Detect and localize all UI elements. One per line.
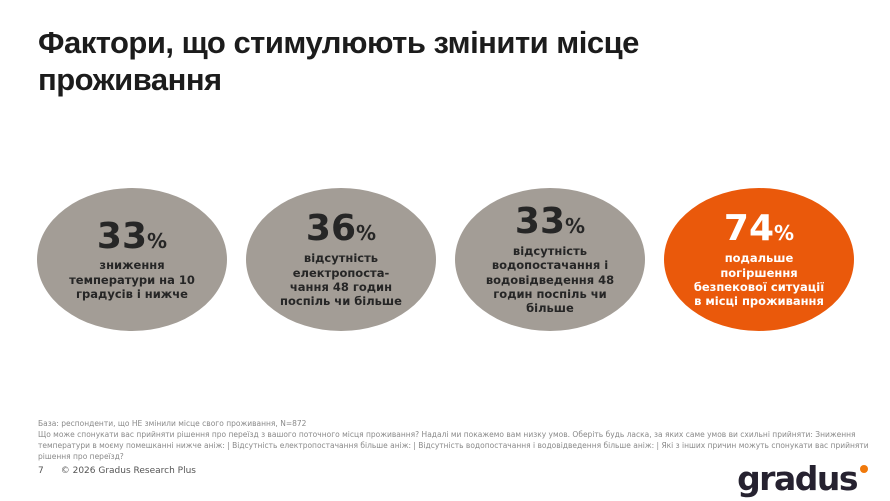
percent-sign: % [774,221,795,246]
bubble-value: 36 [305,208,357,250]
copyright-text: © 2026 Gradus Research Plus [60,466,196,476]
page-title: Фактори, що стимулюють змінити місце про… [38,25,639,98]
bubble-percentage: 33% [515,203,585,241]
bubble-value: 74 [723,208,775,250]
bubble-power-outage: 36% відсутність електропоста- чання 48 г… [246,188,436,331]
logo-wordmark: gradus [737,459,858,498]
page-number: 7 [38,466,44,476]
bubble-security-situation: 74% подальше погіршення безпекової ситуа… [664,188,854,331]
bubble-label: відсутність електропоста- чання 48 годин… [280,251,402,309]
bubble-value: 33 [514,201,566,243]
bubble-percentage: 36% [306,210,376,248]
bubble-water-outage: 33% відсутність водопостачання і водовід… [455,188,645,331]
bubble-value: 33 [96,215,148,257]
footnote-base-line: База: респонденти, що НЕ змінили місце с… [38,419,307,428]
factor-bubbles: 33% зниження температури на 10 градусів … [37,188,857,331]
percent-sign: % [565,214,586,239]
bubble-label: зниження температури на 10 градусів і ни… [69,258,195,302]
footnote-question-text: Що може спонукати вас прийняти рішення п… [38,430,869,462]
bubble-percentage: 33% [96,215,168,257]
footnote: База: респонденти, що НЕ змінили місце с… [38,418,886,462]
gradus-logo: gradus [737,462,868,495]
percent-sign: % [147,228,168,253]
bubble-label: відсутність водопостачання і водовідведе… [485,243,615,316]
bubble-temperature-drop: 33% зниження температури на 10 градусів … [37,188,227,331]
slide-footer: 7 © 2026 Gradus Research Plus [38,466,196,476]
percent-sign: % [356,221,377,246]
bubble-label: подальше погіршення безпекової ситуації … [693,251,825,309]
bubble-percentage: 74% [724,210,794,248]
logo-dot-icon [860,465,868,473]
